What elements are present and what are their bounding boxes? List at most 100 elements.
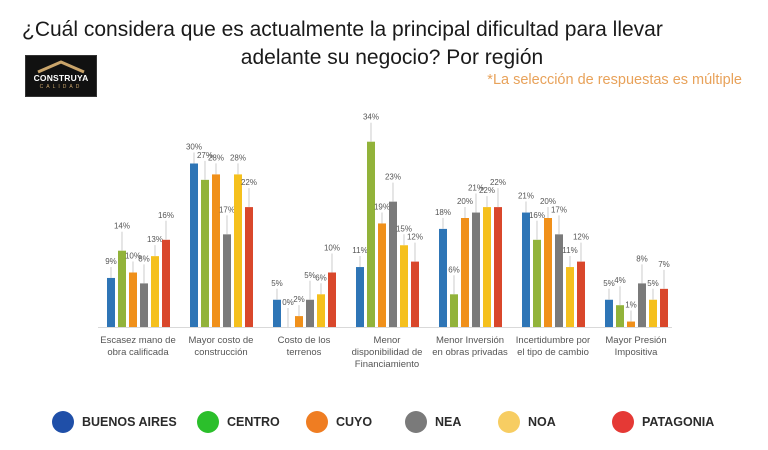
bar-patagonia-0 <box>162 239 170 327</box>
data-label: 6% <box>448 265 460 274</box>
bar-cuyo-1 <box>212 174 220 327</box>
bar-buenos-aires-1 <box>190 163 198 327</box>
data-label: 10% <box>125 252 141 261</box>
logo-subtitle: CALIDAD <box>39 84 83 90</box>
data-label: 5% <box>603 279 615 288</box>
category-label-line: Costo de los <box>277 335 331 346</box>
category-label-line: Incertidumbre por <box>515 335 591 346</box>
bar-cuyo-4 <box>461 218 469 327</box>
data-label: 21% <box>518 192 534 201</box>
category-label-line: Mayor costo de <box>188 335 254 346</box>
data-label: 30% <box>186 143 202 152</box>
legend-swatch-icon <box>405 411 427 433</box>
bar-noa-1 <box>234 174 242 327</box>
category-label: Costo de los terrenos <box>254 335 354 359</box>
category-label: Mayor Presión Impositiva <box>586 335 686 359</box>
data-label: 11% <box>352 246 367 255</box>
data-label: 28% <box>230 153 246 162</box>
bar-buenos-aires-5 <box>522 212 530 327</box>
legend-label: NOA <box>528 415 556 429</box>
bar-cuyo-0 <box>129 272 137 327</box>
category-label: Incertidumbre por el tipo de cambio <box>503 335 603 359</box>
data-label: 5% <box>304 271 316 280</box>
legend-label: PATAGONIA <box>642 415 715 429</box>
bar-centro-6 <box>616 305 624 327</box>
legend-swatch-icon <box>612 411 634 433</box>
data-label: 20% <box>540 197 556 206</box>
bar-centro-0 <box>118 250 126 327</box>
data-label: 27% <box>197 151 213 160</box>
category-label: Escasez mano de obra calificada <box>88 335 188 359</box>
data-label: 16% <box>529 211 545 220</box>
data-label: 21% <box>468 184 484 193</box>
chart-title-line-1: ¿Cuál considera que es actualmente la pr… <box>22 18 663 41</box>
data-label: 28% <box>208 153 224 162</box>
data-label: 22% <box>241 178 257 187</box>
data-label: 12% <box>407 233 423 242</box>
bar-nea-1 <box>223 234 231 327</box>
bar-centro-1 <box>201 179 209 327</box>
bar-cuyo-6 <box>627 321 635 327</box>
legend-swatch-icon <box>52 411 74 433</box>
data-label: 20% <box>457 197 473 206</box>
legend-label: CENTRO <box>227 415 280 429</box>
bar-patagonia-2 <box>328 272 336 327</box>
bar-nea-2 <box>306 299 314 327</box>
bar-patagonia-5 <box>577 261 585 327</box>
bar-noa-3 <box>400 245 408 327</box>
category-label-line: construcción <box>194 347 248 358</box>
category-label-line: el tipo de cambio <box>517 347 589 358</box>
data-label: 4% <box>614 276 626 285</box>
bar-noa-5 <box>566 267 574 327</box>
construya-logo: CONSTRUYA CALIDAD <box>25 55 97 97</box>
bar-patagonia-1 <box>245 207 253 327</box>
data-label: 12% <box>573 233 589 242</box>
legend-label: NEA <box>435 415 462 429</box>
bar-noa-2 <box>317 294 325 327</box>
bar-buenos-aires-0 <box>107 277 115 327</box>
category-label: Mayor costo de construcción <box>171 335 271 359</box>
category-label-line: Mayor Presión <box>605 335 667 346</box>
logo-brand: CONSTRUYA <box>33 73 89 83</box>
legend-item-noa: NOA <box>498 411 556 433</box>
bar-centro-4 <box>450 294 458 327</box>
bar-cuyo-5 <box>544 218 552 327</box>
legend-item-centro: CENTRO <box>197 411 280 433</box>
legend-item-nea: NEA <box>405 411 461 433</box>
data-label: 16% <box>158 211 174 220</box>
bar-patagonia-4 <box>494 207 502 327</box>
data-label: 0% <box>282 298 294 307</box>
category-label-line: obra calificada <box>107 347 169 358</box>
data-label: 1% <box>625 301 637 310</box>
data-label: 11% <box>562 246 577 255</box>
data-label: 15% <box>396 224 412 233</box>
bar-cuyo-2 <box>295 316 303 327</box>
legend: BUENOS AIRES CENTRO CUYO NEA NOA PATAGONIA <box>0 405 768 435</box>
bar-nea-5 <box>555 234 563 327</box>
bar-patagonia-6 <box>660 288 668 327</box>
category-label-line: Impositiva <box>614 347 658 358</box>
data-label: 18% <box>435 208 451 217</box>
bar-buenos-aires-2 <box>273 299 281 327</box>
data-label: 5% <box>271 279 283 288</box>
bar-buenos-aires-3 <box>356 267 364 327</box>
legend-swatch-icon <box>306 411 328 433</box>
category-label: Menor disponibilidad de Financiamiento <box>337 335 437 371</box>
data-label: 2% <box>293 295 305 304</box>
category-label: Menor Inversión en obras privadas <box>420 335 520 359</box>
bar-noa-0 <box>151 256 159 327</box>
bar-nea-3 <box>389 201 397 327</box>
data-label: 23% <box>385 173 401 182</box>
bar-nea-4 <box>472 212 480 327</box>
data-label: 13% <box>147 235 163 244</box>
category-label-line: terrenos <box>286 347 322 358</box>
data-label: 10% <box>324 244 340 253</box>
category-label-line: disponibilidad de <box>351 347 423 358</box>
data-label: 19% <box>374 202 390 211</box>
data-label: 8% <box>138 254 150 263</box>
bar-noa-6 <box>649 299 657 327</box>
legend-swatch-icon <box>197 411 219 433</box>
data-label: 22% <box>490 178 506 187</box>
legend-item-cuyo: CUYO <box>306 411 372 433</box>
bar-buenos-aires-6 <box>605 299 613 327</box>
